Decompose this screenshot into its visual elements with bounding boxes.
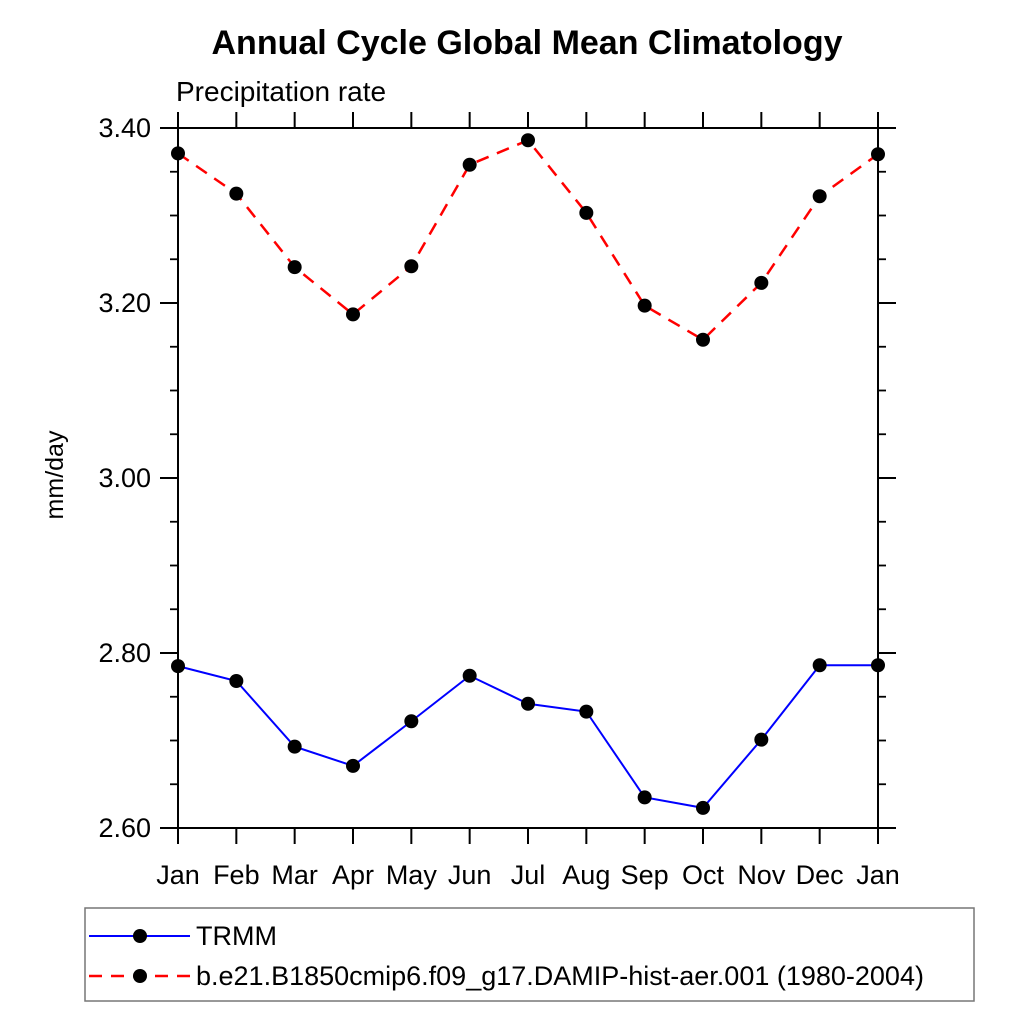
data-point-marker	[287, 739, 302, 754]
y-tick-label: 2.80	[98, 638, 151, 668]
y-tick-label: 3.00	[98, 463, 151, 493]
legend-marker	[133, 929, 147, 943]
legend-marker	[133, 969, 147, 983]
data-point-marker	[696, 332, 710, 347]
data-point-marker	[462, 668, 477, 683]
x-tick-label: Jan	[856, 860, 900, 890]
data-point-marker	[287, 260, 302, 275]
x-tick-label: Sep	[621, 860, 669, 890]
x-tick-label: Aug	[562, 860, 610, 890]
y-tick-label: 3.40	[98, 113, 151, 143]
data-point-marker	[521, 133, 535, 148]
data-point-marker	[871, 147, 885, 162]
x-tick-label: Mar	[271, 860, 318, 890]
data-point-marker	[637, 298, 652, 313]
data-point-marker	[404, 259, 419, 274]
data-point-marker	[579, 704, 594, 719]
chart-title: Annual Cycle Global Mean Climatology	[212, 24, 843, 62]
data-point-marker	[346, 758, 360, 773]
legend-label: b.e21.B1850cmip6.f09_g17.DAMIP-hist-aer.…	[196, 961, 924, 991]
x-tick-label: Nov	[737, 860, 786, 890]
x-tick-label: Jun	[448, 860, 492, 890]
x-tick-label: Feb	[213, 860, 260, 890]
y-tick-label: 2.60	[98, 813, 151, 843]
plot-area: Jan Feb Mar Apr May Jun Jul Aug Sep Oct Nov Dec Jan2…	[98, 112, 900, 890]
legend-label: TRMM	[196, 921, 277, 951]
series-line-model	[177, 138, 879, 342]
data-point-marker	[579, 205, 594, 220]
data-point-marker	[229, 674, 244, 688]
x-tick-label: Oct	[682, 860, 725, 890]
data-point-marker	[812, 658, 827, 673]
y-tick-label: 3.20	[98, 288, 151, 318]
data-point-marker	[171, 659, 185, 674]
data-point-marker	[171, 146, 185, 161]
data-point-marker	[754, 732, 769, 747]
data-point-marker	[754, 275, 769, 290]
data-point-marker	[462, 157, 477, 172]
data-point-marker	[696, 800, 710, 815]
data-point-marker	[812, 189, 827, 204]
data-point-marker	[521, 696, 535, 711]
y-axis-label: mm/day	[41, 430, 69, 519]
data-point-marker	[871, 658, 885, 673]
series-line-trmm	[177, 664, 878, 809]
chart-subtitle: Precipitation rate	[176, 76, 386, 107]
legend: TRMM b.e21.B1850cmip6.f09_g17.DAMIP-hist-…	[84, 907, 975, 1002]
x-tick-label: Jan	[156, 860, 200, 890]
data-point-marker	[229, 186, 244, 201]
x-tick-label: Apr	[332, 860, 374, 890]
plot-frame	[177, 127, 879, 829]
data-point-marker	[346, 307, 360, 322]
x-tick-label: Dec	[796, 860, 844, 890]
x-tick-label: Jul	[511, 860, 546, 890]
data-point-marker	[637, 790, 652, 805]
data-point-marker	[404, 714, 419, 729]
x-tick-label: May	[386, 860, 438, 890]
legend-box	[84, 907, 975, 1002]
